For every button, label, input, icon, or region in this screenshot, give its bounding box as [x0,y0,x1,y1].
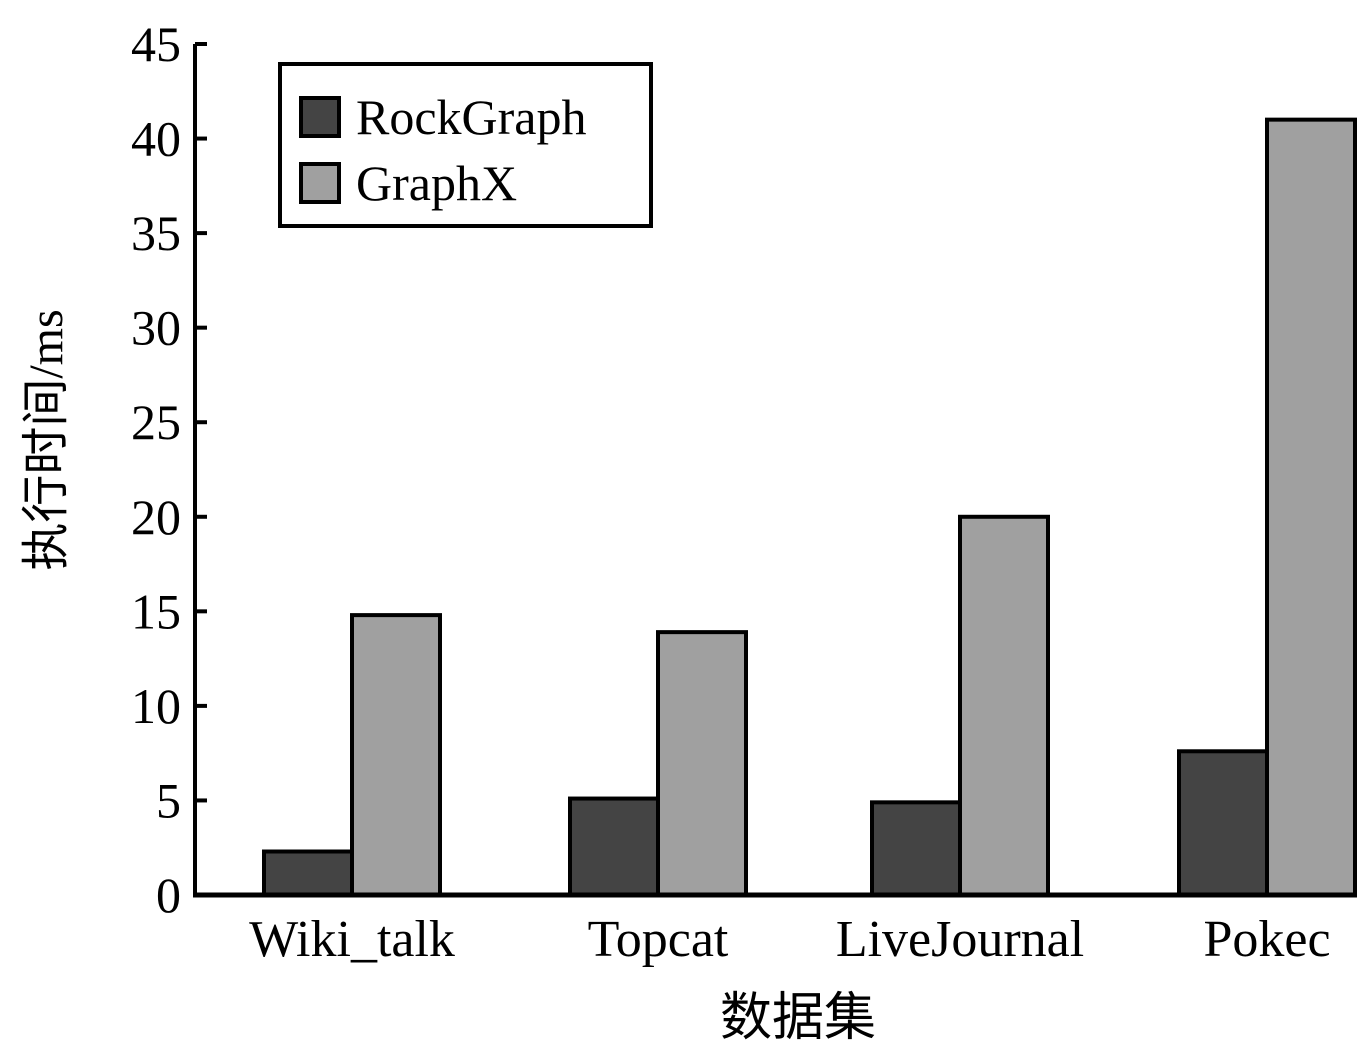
y-tick-label: 5 [156,772,181,828]
y-tick-label: 45 [131,16,181,72]
x-axis-label: 数据集 [720,990,876,1047]
x-tick-label: LiveJournal [836,911,1084,968]
bar-graphx-wiki_talk [350,613,442,897]
y-tick-label: 35 [131,205,181,261]
bars [262,117,1357,898]
bar-graphx-livejournal [958,514,1050,897]
bar-rockgraph-topcat [568,796,660,898]
x-tick-label: Pokec [1203,911,1330,968]
bar-rockgraph-wiki_talk [262,849,354,898]
y-tick-label: 25 [131,394,181,450]
y-tick-label: 40 [131,111,181,167]
bar-rockgraph-livejournal [870,800,962,898]
bar-rockgraph-pokec [1177,749,1269,898]
legend-swatch-graphx [299,162,341,204]
axes [193,44,1357,898]
y-ticks: 0 5 10 15 20 25 30 35 40 45 [131,16,207,923]
y-tick-label: 30 [131,300,181,356]
x-ticks: Wiki_talk Topcat LiveJournal Pokec [249,911,1330,968]
y-axis-label: 执行时间/ms [20,309,73,570]
legend-box [278,62,653,228]
legend-swatch-rockgraph [299,96,341,138]
x-tick-label: Wiki_talk [249,911,455,968]
bar-graphx-topcat [656,630,748,897]
bar-graphx-pokec [1265,117,1357,897]
y-tick-label: 15 [131,583,181,639]
legend-label-graphx: GraphX [356,155,517,211]
legend: RockGraph GraphX [278,62,653,228]
legend-label-rockgraph: RockGraph [356,89,587,145]
y-tick-label: 10 [131,678,181,734]
y-tick-label: 0 [156,867,181,923]
y-tick-label: 20 [131,489,181,545]
x-tick-label: Topcat [588,911,729,968]
